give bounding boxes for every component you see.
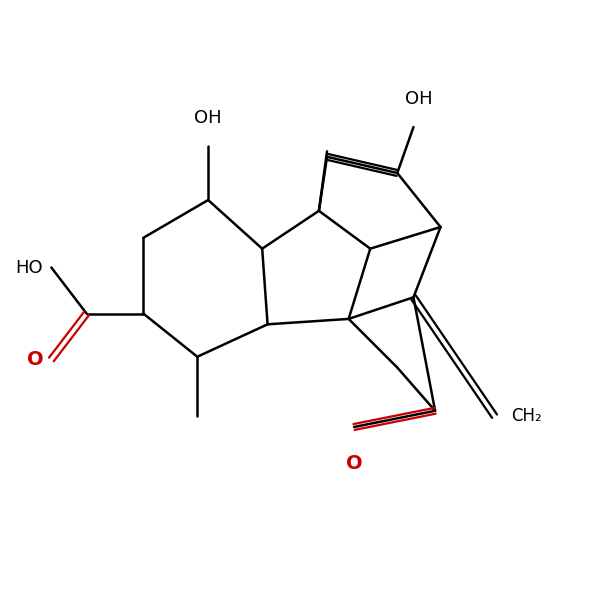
Text: O: O xyxy=(26,350,43,369)
Text: CH₂: CH₂ xyxy=(511,407,542,425)
Text: HO: HO xyxy=(16,259,43,277)
Text: OH: OH xyxy=(194,109,222,127)
Text: OH: OH xyxy=(405,90,433,108)
Text: O: O xyxy=(346,454,362,473)
